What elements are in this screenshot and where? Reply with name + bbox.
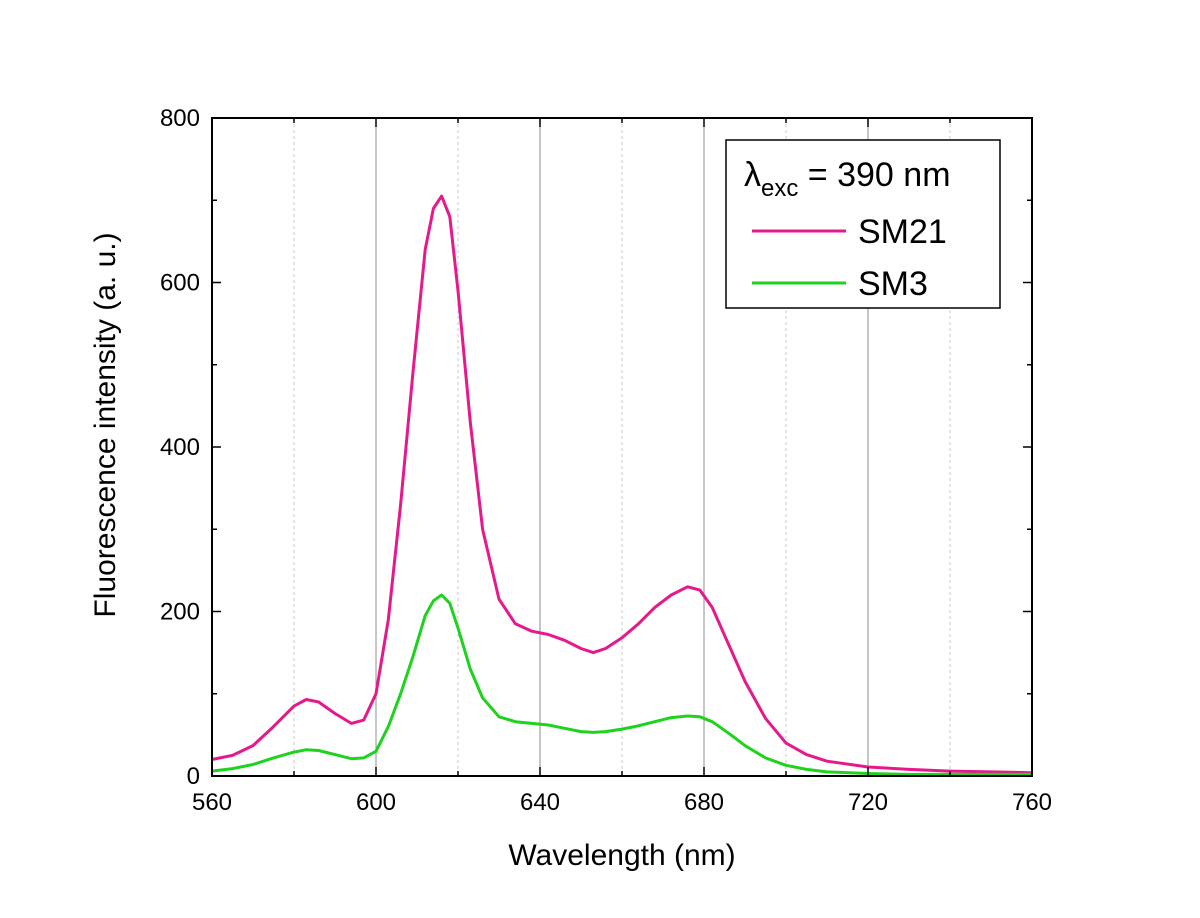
legend: λexc = 390 nm SM21 SM3 (725, 139, 1001, 309)
tick-labels: 560 600 640 680 720 760 0 200 400 600 800 (160, 105, 1052, 816)
y-tick-label: 600 (160, 270, 200, 297)
series-line-sm3 (211, 593, 1032, 776)
legend-box (725, 139, 1001, 309)
x-tick-label: 600 (356, 789, 396, 816)
y-tick-label: 0 (187, 763, 200, 790)
x-tick-label: 680 (684, 789, 724, 816)
x-tick-label: 560 (192, 789, 232, 816)
legend-header-subscript: exc (761, 175, 798, 202)
y-tick-label: 400 (160, 434, 200, 461)
x-tick-label: 720 (848, 789, 888, 816)
series-lines (211, 194, 1033, 776)
legend-header: λexc = 390 nm (744, 156, 951, 202)
x-tick-label: 760 (1012, 789, 1052, 816)
y-axis-title: Fluorescence intensity (a. u.) (89, 232, 122, 617)
y-tick-label: 200 (160, 599, 200, 626)
lambda-symbol: λ (744, 156, 761, 194)
series-line-sm21 (211, 194, 1033, 775)
x-axis-title: Wavelength (nm) (508, 839, 735, 872)
legend-header-value: = 390 nm (798, 156, 950, 194)
x-tick-label: 640 (520, 789, 560, 816)
legend-label-sm3: SM3 (858, 265, 928, 303)
y-tick-label: 800 (160, 105, 200, 132)
legend-label-sm21: SM21 (858, 213, 947, 251)
axis-ticks (211, 117, 1033, 777)
